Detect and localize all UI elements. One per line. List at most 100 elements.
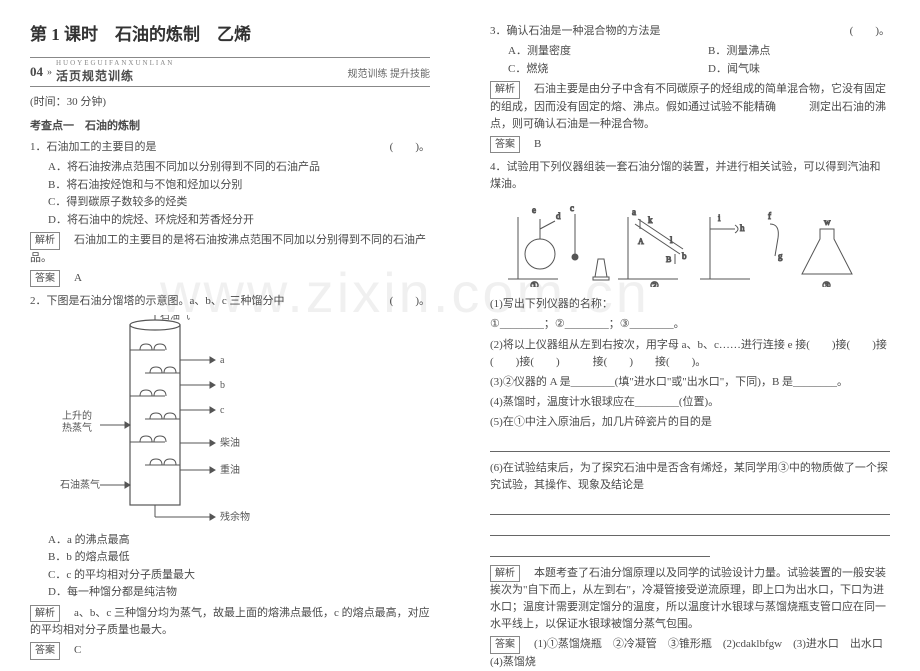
svg-text:残余物: 残余物 xyxy=(220,510,250,523)
q3-answer: 答案 B xyxy=(490,136,890,154)
q1-answer: 答案 A xyxy=(30,270,430,288)
svg-text:柴油: 柴油 xyxy=(220,436,240,449)
explain-label: 解析 xyxy=(490,81,520,99)
q2-optD: D．每一种馏分都是纯洁物 xyxy=(48,584,430,602)
q4-sub1-line: ①________；②________；③________。 xyxy=(490,316,890,333)
svg-text:上升的: 上升的 xyxy=(62,409,92,422)
q3-optB: B．测量沸点 xyxy=(708,43,890,61)
q3-row-ab: A．测量密度 B．测量沸点 xyxy=(490,43,890,61)
q1-explain-text: 石油加工的主要目的是将石油按沸点范围不同加以分别得到不同的石油产品。 xyxy=(30,234,426,264)
svg-text:重油: 重油 xyxy=(220,463,240,476)
bar-number: 04 xyxy=(30,64,43,80)
svg-text:b: b xyxy=(220,380,225,391)
q3-stem-row: 3．确认石油是一种混合物的方法是 ( )。 xyxy=(490,23,890,40)
svg-text:①: ① xyxy=(530,281,539,287)
blank-line xyxy=(490,439,890,452)
svg-text:B: B xyxy=(666,255,671,264)
q3-explain-text: 石油主要是由分子中含有不同碳原子的烃组成的简单混合物，它没有固定的组成，因而没有… xyxy=(490,83,886,130)
q1-optD: D．将石油中的烷烃、环烷烃和芳香烃分开 xyxy=(48,212,430,230)
blank-line-short xyxy=(490,544,710,557)
q2-paren: ( )。 xyxy=(390,293,430,310)
q1-optA: A．将石油按沸点范围不同加以分别得到不同的石油产品 xyxy=(48,159,430,177)
q4-sub3: (3)②仪器的 A 是________(填"进水口"或"出水口"，下同)，B 是… xyxy=(490,374,890,391)
q4-stem: 4．试验用下列仪器组装一套石油分馏的装置，并进行相关试验，可以得到汽油和煤油。 xyxy=(490,159,890,193)
apparatus-diagram: e d ① c xyxy=(490,199,890,290)
answer-label: 答案 xyxy=(490,636,520,654)
q4-sub5: (5)在①中注入原油后，加几片碎瓷片的目的是 xyxy=(490,414,890,431)
tower-lbl-top: 石油气 xyxy=(160,315,190,322)
svg-text:h: h xyxy=(740,223,745,233)
lesson-title: 第 1 课时 石油的炼制 乙烯 xyxy=(30,20,430,45)
q2-explain: 解析 a、b、c 三种馏分均为蒸气，故最上面的熔沸点最低，c 的熔点最高，对应的… xyxy=(30,605,430,640)
q4-sub2: (2)将以上仪器组从左到右按次，用字母 a、b、c……进行连接 e 接( )接(… xyxy=(490,337,890,371)
q3-row-cd: C．燃烧 D．闻气味 xyxy=(490,61,890,79)
svg-text:d: d xyxy=(556,211,561,221)
answer-label: 答案 xyxy=(30,270,60,288)
bar-label: 活页规范训练 xyxy=(56,69,134,83)
q1-stem-row: 1．石油加工的主要目的是 ( )。 xyxy=(30,139,430,156)
q3-stem: 3．确认石油是一种混合物的方法是 xyxy=(490,25,661,37)
q4-explain-text: 本题考查了石油分馏原理以及同学的试验设计力量。试验装置的一般安装挨次为"自下而上… xyxy=(490,567,886,631)
question-1: 1．石油加工的主要目的是 ( )。 A．将石油按沸点范围不同加以分别得到不同的石… xyxy=(30,139,430,287)
q2-stem-row: 2．下图是石油分馏塔的示意图。a、b、c 三种馏分中 ( )。 xyxy=(30,293,430,310)
q2-stem: 2．下图是石油分馏塔的示意图。a、b、c 三种馏分中 xyxy=(30,295,285,307)
q3-optD: D．闻气味 xyxy=(708,61,890,79)
distillation-tower-diagram: 石油气 a b c 柴油 重油 残余物 上升的 热蒸气 石油蒸气 xyxy=(60,315,430,528)
svg-text:A: A xyxy=(638,237,644,246)
q3-answer-text: B xyxy=(523,138,541,150)
section1-heading: 考查点一 石油的炼制 xyxy=(30,117,430,133)
q1-answer-text: A xyxy=(63,272,82,284)
training-bar: 04 » HUOYEGUIFANXUNLIAN 活页规范训练 规范训练 提升技能 xyxy=(30,57,430,87)
q2-optB: B．b 的熔点最低 xyxy=(48,549,430,567)
svg-text:w: w xyxy=(824,217,831,227)
answer-label: 答案 xyxy=(490,136,520,154)
svg-text:e: e xyxy=(532,205,536,215)
explain-label: 解析 xyxy=(30,605,60,623)
q2-optA: A．a 的沸点最高 xyxy=(48,532,430,550)
svg-text:a: a xyxy=(220,355,225,366)
q4-answer-text: (1)①蒸馏烧瓶 ②冷凝管 ③锥形瓶 (2)cdaklbfgw (3)进水口 出… xyxy=(490,638,894,668)
bar-pinyin: HUOYEGUIFANXUNLIAN xyxy=(56,60,174,67)
svg-text:k: k xyxy=(648,215,653,225)
svg-text:③: ③ xyxy=(822,281,831,287)
svg-text:l: l xyxy=(670,235,673,245)
q3-explain: 解析 石油主要是由分子中含有不同碳原子的烃组成的简单混合物，它没有固定的组成，因… xyxy=(490,81,890,133)
svg-text:c: c xyxy=(220,405,225,416)
bar-suffix: 规范训练 提升技能 xyxy=(348,65,431,80)
q2-explain-text: a、b、c 三种馏分均为蒸气，故最上面的熔沸点最低，c 的熔点最高，对应的平均相… xyxy=(30,607,430,637)
svg-text:b: b xyxy=(682,251,687,261)
bar-arrow-icon: » xyxy=(47,67,52,78)
svg-text:g: g xyxy=(778,251,783,261)
svg-text:f: f xyxy=(768,211,771,221)
explain-label: 解析 xyxy=(490,565,520,583)
q3-optA: A．测量密度 xyxy=(508,43,690,61)
time-note: (时间：30 分钟) xyxy=(30,93,430,109)
q4-answer: 答案 (1)①蒸馏烧瓶 ②冷凝管 ③锥形瓶 (2)cdaklbfgw (3)进水… xyxy=(490,636,890,671)
q3-optC: C．燃烧 xyxy=(508,61,690,79)
q2-answer: 答案 C xyxy=(30,642,430,660)
page: 第 1 课时 石油的炼制 乙烯 04 » HUOYEGUIFANXUNLIAN … xyxy=(0,0,920,651)
q2-optC: C．c 的平均相对分子质量最大 xyxy=(48,567,430,585)
right-column: 3．确认石油是一种混合物的方法是 ( )。 A．测量密度 B．测量沸点 C．燃烧… xyxy=(460,0,920,651)
svg-text:c: c xyxy=(570,203,574,213)
svg-text:热蒸气: 热蒸气 xyxy=(62,421,92,434)
svg-text:i: i xyxy=(718,213,721,223)
blank-line xyxy=(490,523,890,536)
q1-optB: B．将石油按烃饱和与不饱和烃加以分别 xyxy=(48,177,430,195)
q4-sub1-pre: (1)写出下列仪器的名称： xyxy=(490,296,890,313)
left-column: 第 1 课时 石油的炼制 乙烯 04 » HUOYEGUIFANXUNLIAN … xyxy=(0,0,460,651)
q1-optC: C．得到碳原子数较多的烃类 xyxy=(48,194,430,212)
q4-explain: 解析 本题考查了石油分馏原理以及同学的试验设计力量。试验装置的一般安装挨次为"自… xyxy=(490,565,890,634)
q2-answer-text: C xyxy=(63,644,81,656)
explain-label: 解析 xyxy=(30,232,60,250)
q3-paren: ( )。 xyxy=(850,23,890,40)
bar-text-wrap: HUOYEGUIFANXUNLIAN 活页规范训练 xyxy=(56,60,174,84)
svg-text:②: ② xyxy=(650,281,659,287)
question-2: 2．下图是石油分馏塔的示意图。a、b、c 三种馏分中 ( )。 xyxy=(30,293,430,659)
answer-label: 答案 xyxy=(30,642,60,660)
svg-text:a: a xyxy=(632,207,636,217)
q4-sub6: (6)在试验结束后，为了探究石油中是否含有烯烃，某同学用③中的物质做了一个探究试… xyxy=(490,460,890,494)
question-4: 4．试验用下列仪器组装一套石油分馏的装置，并进行相关试验，可以得到汽油和煤油。 … xyxy=(490,159,890,671)
q4-sub4: (4)蒸馏时，温度计水银球应在________(位置)。 xyxy=(490,394,890,411)
question-3: 3．确认石油是一种混合物的方法是 ( )。 A．测量密度 B．测量沸点 C．燃烧… xyxy=(490,23,890,153)
